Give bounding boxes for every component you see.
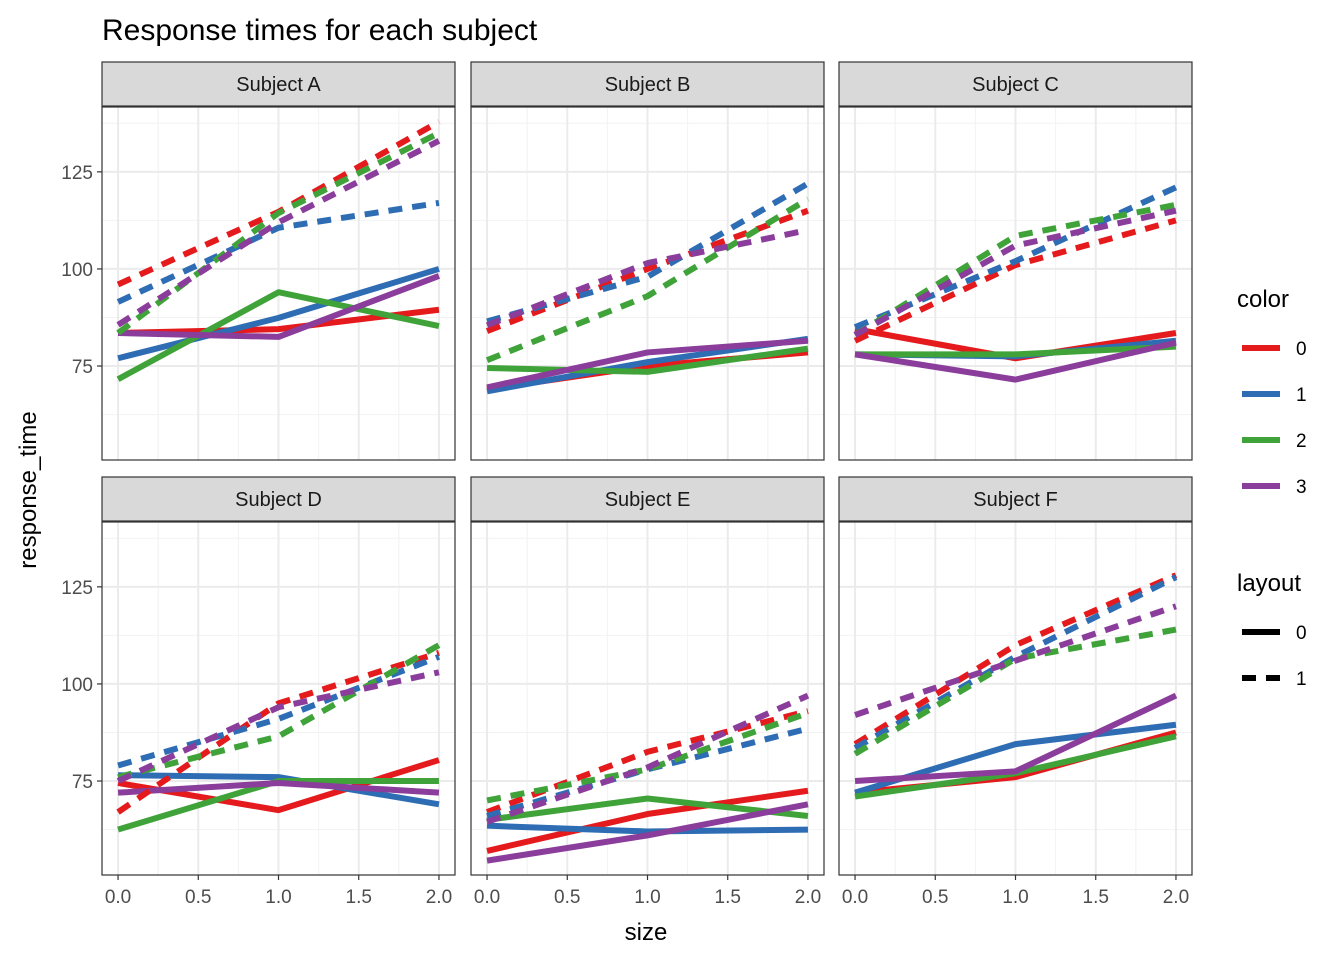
x-tick-label: 0.5 xyxy=(554,887,580,908)
legend-label-color-1: 1 xyxy=(1296,385,1307,406)
facet-strip xyxy=(838,476,1193,522)
panel-subject-c: Subject C xyxy=(838,61,1193,461)
x-tick-label: 2.0 xyxy=(426,887,452,908)
series-line-color-3-layout-1 xyxy=(853,207,1177,338)
y-tick-label: 100 xyxy=(61,675,93,696)
legend-label-color-3: 3 xyxy=(1296,477,1307,498)
chart-title: Response times for each subject xyxy=(102,14,538,47)
series-line-color-2-layout-1 xyxy=(486,710,809,804)
panel-border xyxy=(838,106,1193,461)
y-tick-label: 125 xyxy=(61,578,93,599)
series-line-color-1-layout-0 xyxy=(118,772,440,808)
legend-label-layout-1: 1 xyxy=(1296,669,1307,690)
series-line-color-1-layout-1 xyxy=(117,653,441,769)
legend-label-color-2: 2 xyxy=(1296,431,1307,452)
series-line-color-2-layout-0 xyxy=(486,795,809,823)
series-line-color-1-layout-1 xyxy=(853,574,1178,751)
series-line-color-3-layout-0 xyxy=(117,779,440,796)
x-tick-label: 1.5 xyxy=(715,887,741,908)
x-tick-label: 0.5 xyxy=(185,887,211,908)
x-axis-title: size xyxy=(625,919,668,946)
facet-strip xyxy=(470,61,825,107)
x-tick-label: 2.0 xyxy=(1163,887,1189,908)
series-line-color-3-layout-1 xyxy=(486,692,810,825)
y-tick-label: 75 xyxy=(72,772,93,793)
series-line-color-2-layout-1 xyxy=(116,130,441,336)
y-axis-title: response_time xyxy=(15,411,42,568)
facet-strip-label: Subject C xyxy=(972,74,1059,96)
facet-strip xyxy=(470,476,825,522)
x-tick-label: 2.0 xyxy=(795,887,821,908)
x-tick-label: 1.0 xyxy=(634,887,660,908)
series-line-color-3-layout-0 xyxy=(117,273,441,340)
y-tick-label: 100 xyxy=(61,260,93,281)
panel-border xyxy=(101,106,456,461)
x-tick-label: 1.0 xyxy=(265,887,291,908)
legend-title-layout: layout xyxy=(1237,570,1301,597)
panel-subject-e: Subject E 0.0 0.5 1.0 1.5 2.0 xyxy=(470,476,825,908)
panel-subject-d: Subject D 75 100 125 0.0 0.5 1.0 1.5 2.0 xyxy=(61,476,456,908)
series-line-color-0-layout-1 xyxy=(485,207,809,334)
series-line-color-0-layout-0 xyxy=(486,787,809,854)
series-line-color-1-layout-1 xyxy=(116,199,440,305)
series-line-color-3-layout-1 xyxy=(854,603,1177,718)
panel-border xyxy=(470,106,825,461)
legend-label-color-0: 0 xyxy=(1296,339,1307,360)
legend-title-color: color xyxy=(1237,286,1289,313)
x-tick-label: 1.0 xyxy=(1002,887,1028,908)
series-line-color-3-layout-1 xyxy=(116,669,440,784)
facet-strip xyxy=(101,476,456,522)
x-tick-label: 1.5 xyxy=(1083,887,1109,908)
series-line-color-3-layout-0 xyxy=(486,337,809,391)
x-tick-label: 0.0 xyxy=(105,887,131,908)
series-line-color-3-layout-0 xyxy=(854,692,1178,785)
series-line-color-1-layout-1 xyxy=(486,725,809,819)
series-line-color-3-layout-1 xyxy=(485,227,809,329)
series-line-color-0-layout-1 xyxy=(853,217,1177,344)
series-line-color-2-layout-1 xyxy=(853,626,1177,757)
facet-strip-label: Subject E xyxy=(605,489,691,511)
facet-strip-label: Subject B xyxy=(605,74,691,96)
series-line-color-2-layout-1 xyxy=(117,642,441,781)
facet-strip xyxy=(838,61,1193,107)
legend-label-layout-0: 0 xyxy=(1296,623,1307,644)
series-line-color-2-layout-1 xyxy=(853,201,1177,338)
y-tick-label: 75 xyxy=(72,357,93,378)
panel-subject-a: Subject A 75 100 125 xyxy=(61,61,456,461)
panels: Subject A 75 100 125 Subject B Subject C Subje… xyxy=(61,61,1193,908)
panel-subject-f: Subject F 0.0 0.5 1.0 1.5 2.0 xyxy=(838,476,1193,908)
legend: color 0 1 2 3 layout 0 1 xyxy=(1237,286,1307,690)
x-tick-label: 1.5 xyxy=(346,887,372,908)
x-tick-label: 0.5 xyxy=(922,887,948,908)
facet-strip-label: Subject A xyxy=(236,74,321,96)
series-line-color-3-layout-0 xyxy=(854,339,1177,383)
series-line-color-2-layout-0 xyxy=(855,343,1177,358)
series-line-color-3-layout-0 xyxy=(486,801,809,864)
series-line-color-2-layout-0 xyxy=(486,345,809,375)
facet-strip-label: Subject F xyxy=(973,489,1057,511)
x-tick-label: 0.0 xyxy=(842,887,868,908)
series-line-color-1-layout-0 xyxy=(486,822,808,835)
panel-subject-b: Subject B xyxy=(470,61,825,461)
facet-strip-label: Subject D xyxy=(235,489,322,511)
series-line-color-2-layout-1 xyxy=(485,196,810,363)
facet-strip xyxy=(101,61,456,107)
series-line-color-2-layout-0 xyxy=(116,289,440,382)
x-tick-label: 0.0 xyxy=(474,887,500,908)
series-line-color-0-layout-1 xyxy=(116,650,440,815)
y-tick-label: 125 xyxy=(61,163,93,184)
series-line-color-1-layout-0 xyxy=(117,266,440,362)
